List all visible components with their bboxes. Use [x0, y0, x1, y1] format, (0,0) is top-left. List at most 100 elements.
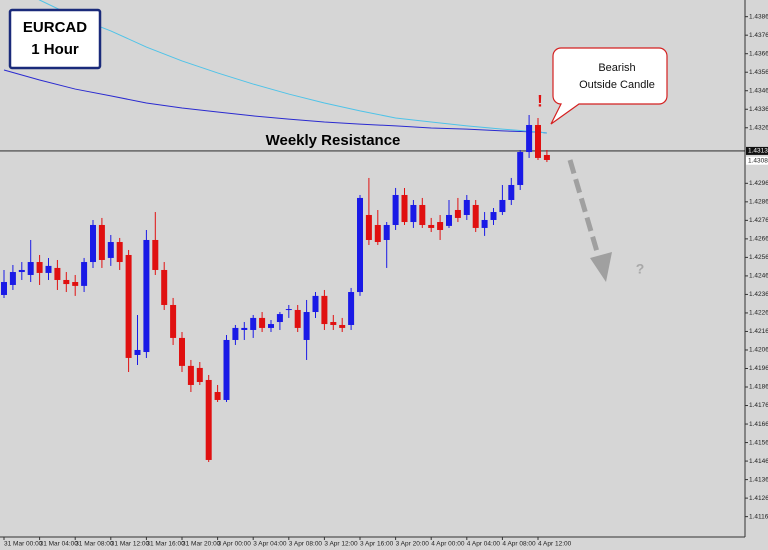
callout-bubble	[550, 47, 668, 125]
plot-area	[0, 0, 745, 463]
y-tick-label: 1.42460	[749, 273, 768, 280]
price-label-box	[746, 146, 768, 155]
candle-body	[517, 152, 524, 185]
candle-body	[454, 209, 461, 218]
candle-body	[90, 224, 96, 263]
x-tick-label: 31 Mar 12:00	[111, 541, 150, 548]
x-tick-label: 3 Apr 20:00	[396, 541, 430, 548]
y-tick-label: 1.43260	[749, 124, 768, 131]
y-tick-label: 1.42760	[749, 217, 768, 224]
x-tick-label: 31 Mar 16:00	[146, 541, 185, 548]
x-tick-label: 31 Mar 20:00	[182, 541, 221, 548]
candle-body	[294, 309, 301, 328]
candle-body	[339, 324, 346, 328]
symbol-box	[8, 8, 102, 70]
y-tick-label: 1.42060	[749, 347, 768, 354]
question-mark: ?	[636, 261, 645, 277]
candle-body	[410, 204, 417, 223]
timeframe: 1 Hour	[31, 41, 79, 58]
candle-body	[98, 224, 105, 260]
x-tick-label: 4 Apr 04:00	[467, 541, 501, 548]
direction-arrow	[567, 159, 601, 256]
x-tick-label: 3 Apr 04:00	[253, 541, 287, 548]
y-tick-label: 1.41960	[749, 365, 768, 372]
candle-body	[428, 224, 435, 228]
candle-body	[116, 242, 123, 263]
candle-body	[312, 295, 319, 313]
ask-label-box	[746, 156, 768, 165]
y-tick-label: 1.42560	[749, 254, 768, 261]
candle-body	[481, 219, 488, 228]
candle-body	[250, 317, 257, 330]
x-tick-label: 3 Apr 00:00	[218, 541, 252, 548]
candle-body	[152, 239, 159, 270]
y-tick-label: 1.41860	[749, 384, 768, 391]
y-tick-label: 1.41760	[749, 402, 768, 409]
y-tick-label: 1.43560	[749, 69, 768, 76]
moving-average	[3, 69, 547, 134]
candle-body	[72, 282, 79, 286]
y-tick-label: 1.41660	[749, 421, 768, 428]
annotations: EURCAD 1 Hour Bearish Outside Candle ! W…	[8, 8, 668, 282]
candle-body	[9, 272, 16, 285]
candle-body	[303, 312, 310, 340]
price-label: 1.43135	[748, 148, 768, 155]
candle-body	[437, 222, 444, 230]
y-tick-label: 1.43660	[749, 50, 768, 57]
candle-body	[357, 197, 363, 293]
candle-body	[143, 239, 150, 353]
candle-body	[330, 322, 337, 325]
candle-body	[259, 317, 266, 328]
candle-body	[374, 224, 381, 243]
candle-body	[543, 154, 550, 160]
candle-body	[18, 269, 25, 273]
x-tick-label: 31 Mar 00:00	[4, 541, 43, 548]
candle-body	[27, 262, 34, 275]
candle-body	[81, 262, 88, 286]
candle-body	[268, 324, 274, 328]
candle-body	[526, 124, 533, 153]
candle-body	[223, 339, 230, 400]
candle-body	[535, 124, 541, 158]
candle-body	[490, 212, 497, 220]
candle-body	[285, 309, 292, 311]
candle-body	[276, 314, 283, 323]
candle-body	[196, 367, 203, 383]
candle-body	[54, 267, 61, 280]
candle-body	[241, 327, 248, 330]
candle-body	[392, 194, 399, 225]
y-tick-label: 1.42160	[749, 328, 768, 335]
candle-body	[107, 242, 114, 258]
candle-body	[125, 254, 132, 358]
candle-body	[463, 199, 470, 215]
ask-label: 1.43082	[748, 157, 768, 164]
candle-body	[499, 199, 506, 213]
callout-line: Outside Candle	[579, 79, 655, 91]
candle-body	[232, 327, 239, 340]
callout-line: Bearish	[598, 62, 635, 74]
x-tick-label: 31 Mar 04:00	[40, 541, 79, 548]
candle-body	[205, 379, 212, 460]
y-tick-label: 1.42360	[749, 291, 768, 298]
alert-mark: !	[537, 91, 543, 110]
x-tick-label: 4 Apr 08:00	[502, 541, 536, 548]
y-tick-label: 1.41560	[749, 439, 768, 446]
x-tick-label: 3 Apr 16:00	[360, 541, 394, 548]
y-tick-label: 1.42960	[749, 180, 768, 187]
y-tick-label: 1.41360	[749, 476, 768, 483]
x-tick-label: 3 Apr 08:00	[289, 541, 323, 548]
candle-body	[134, 349, 141, 355]
y-tick-label: 1.41460	[749, 458, 768, 465]
symbol: EURCAD	[23, 19, 87, 36]
y-tick-label: 1.41160	[749, 513, 768, 520]
candle-body	[401, 194, 408, 223]
x-tick-label: 4 Apr 00:00	[431, 541, 465, 548]
y-tick-label: 1.43360	[749, 106, 768, 113]
y-tick-label: 1.43460	[749, 87, 768, 94]
candle-body	[36, 262, 43, 273]
candle-body	[321, 295, 328, 325]
candle-body	[170, 304, 177, 338]
candle-body	[508, 184, 515, 200]
